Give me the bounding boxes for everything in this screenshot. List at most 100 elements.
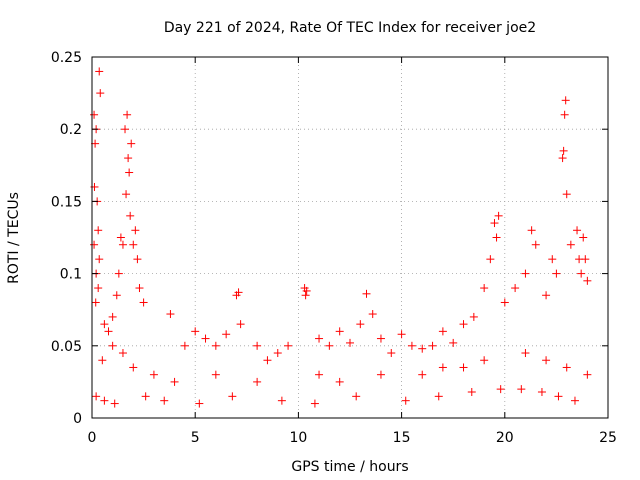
data-point	[566, 240, 575, 249]
data-point	[129, 363, 138, 372]
data-point	[325, 341, 334, 350]
data-point	[302, 286, 311, 295]
data-point	[401, 396, 410, 405]
data-point	[234, 288, 243, 297]
data-point	[496, 385, 505, 394]
data-point	[562, 363, 571, 372]
data-point	[273, 349, 282, 358]
data-point	[335, 377, 344, 386]
data-point	[118, 240, 127, 249]
data-point	[122, 190, 131, 199]
y-tick-label: 0.25	[51, 50, 82, 66]
data-point	[118, 349, 127, 358]
data-point	[527, 226, 536, 235]
data-point	[211, 341, 220, 350]
data-point	[554, 392, 563, 401]
data-points	[90, 67, 592, 408]
data-point	[123, 110, 132, 119]
data-point	[112, 291, 121, 300]
data-point	[211, 370, 220, 379]
data-point	[310, 399, 319, 408]
data-point	[121, 125, 130, 134]
data-point	[94, 284, 103, 293]
x-tick-label: 5	[191, 430, 200, 446]
data-point	[114, 269, 123, 278]
data-point	[253, 377, 262, 386]
data-point	[96, 89, 105, 98]
data-point	[449, 338, 458, 347]
data-point	[301, 291, 310, 300]
y-axis-label: ROTI / TECUs	[6, 192, 22, 284]
data-point	[95, 255, 104, 264]
x-tick-label: 10	[289, 430, 307, 446]
data-point	[542, 356, 551, 365]
data-point	[129, 240, 138, 249]
y-tick-label: 0.2	[60, 122, 82, 138]
data-point	[228, 392, 237, 401]
data-point	[352, 392, 361, 401]
data-point	[562, 190, 571, 199]
grid-lines	[92, 57, 608, 418]
data-point	[139, 298, 148, 307]
data-point	[131, 226, 140, 235]
data-point	[277, 396, 286, 405]
data-point	[356, 320, 365, 329]
data-point	[253, 341, 262, 350]
data-point	[418, 370, 427, 379]
data-point	[284, 341, 293, 350]
data-point	[335, 327, 344, 336]
data-point	[90, 110, 99, 119]
data-point	[459, 320, 468, 329]
data-point	[583, 370, 592, 379]
data-point	[127, 139, 136, 148]
x-tick-label: 20	[496, 430, 514, 446]
plot-frame	[91, 56, 609, 419]
data-point	[315, 370, 324, 379]
data-point	[180, 341, 189, 350]
data-point	[559, 146, 568, 155]
data-point	[542, 291, 551, 300]
data-point	[263, 356, 272, 365]
data-point	[222, 330, 231, 339]
y-tick-label: 0	[73, 411, 82, 427]
data-point	[100, 396, 109, 405]
y-tick-label: 0.05	[51, 339, 82, 355]
data-point	[577, 269, 586, 278]
data-point	[517, 385, 526, 394]
data-point	[368, 310, 377, 319]
data-point	[570, 396, 579, 405]
data-point	[133, 255, 142, 264]
data-point	[110, 399, 119, 408]
data-point	[467, 388, 476, 397]
data-point	[98, 356, 107, 365]
data-point	[500, 298, 509, 307]
data-point	[376, 370, 385, 379]
data-point	[573, 226, 582, 235]
data-point	[387, 349, 396, 358]
data-point	[125, 168, 134, 177]
data-point	[100, 320, 109, 329]
data-point	[521, 269, 530, 278]
data-point	[166, 310, 175, 319]
data-point	[201, 334, 210, 343]
data-point	[438, 363, 447, 372]
data-point	[407, 341, 416, 350]
data-point	[94, 226, 103, 235]
x-axis-label: GPS time / hours	[291, 459, 408, 475]
data-point	[548, 255, 557, 264]
data-point	[511, 284, 520, 293]
data-point	[116, 233, 125, 242]
data-point	[521, 349, 530, 358]
data-point	[149, 370, 158, 379]
data-point	[558, 154, 567, 163]
data-point	[170, 377, 179, 386]
data-point	[126, 211, 135, 220]
data-point	[428, 341, 437, 350]
data-point	[480, 284, 489, 293]
x-tick-label: 15	[393, 430, 411, 446]
y-tick-label: 0.15	[51, 194, 82, 210]
data-point	[581, 255, 590, 264]
data-point	[560, 110, 569, 119]
data-point	[486, 255, 495, 264]
